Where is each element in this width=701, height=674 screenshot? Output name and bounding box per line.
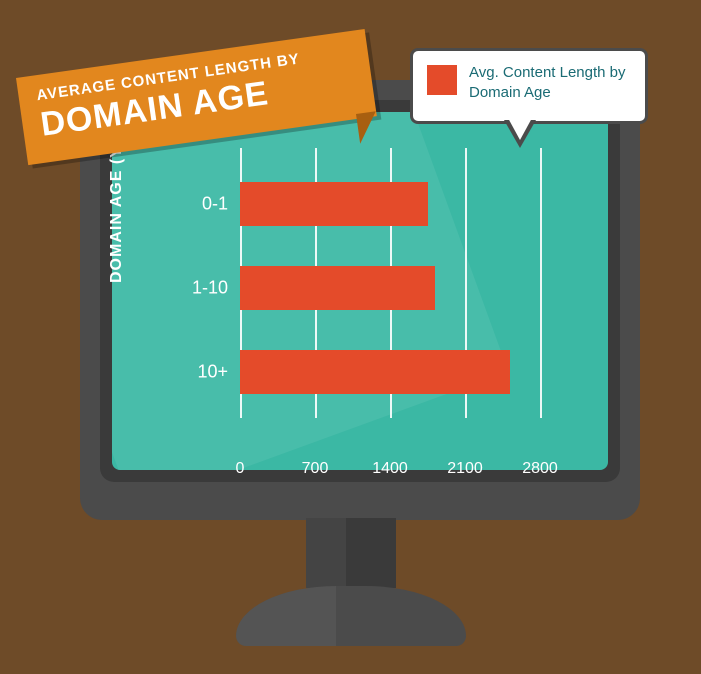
chart-plot: 07001400210028000-11-1010+ (240, 148, 540, 418)
x-tick-label: 2800 (522, 460, 558, 478)
legend-text: Avg. Content Length by Domain Age (469, 63, 631, 102)
x-tick-label: 1400 (372, 460, 408, 478)
chart-area: DOMAIN AGE (YEARS) 07001400210028000-11-… (120, 118, 580, 488)
grid-line (540, 148, 542, 418)
monitor-neck (306, 518, 396, 588)
legend-swatch (427, 65, 457, 95)
x-tick-label: 2100 (447, 460, 483, 478)
chart-bar (240, 182, 428, 226)
y-tick-label: 0-1 (148, 194, 228, 215)
x-tick-label: 0 (236, 460, 245, 478)
monitor-base (236, 586, 466, 646)
legend-bubble: Avg. Content Length by Domain Age (410, 48, 648, 124)
x-tick-label: 700 (302, 460, 329, 478)
y-tick-label: 10+ (148, 362, 228, 383)
banner-fold (356, 111, 380, 143)
chart-bar (240, 350, 510, 394)
y-tick-label: 1-10 (148, 278, 228, 299)
chart-bar (240, 266, 435, 310)
